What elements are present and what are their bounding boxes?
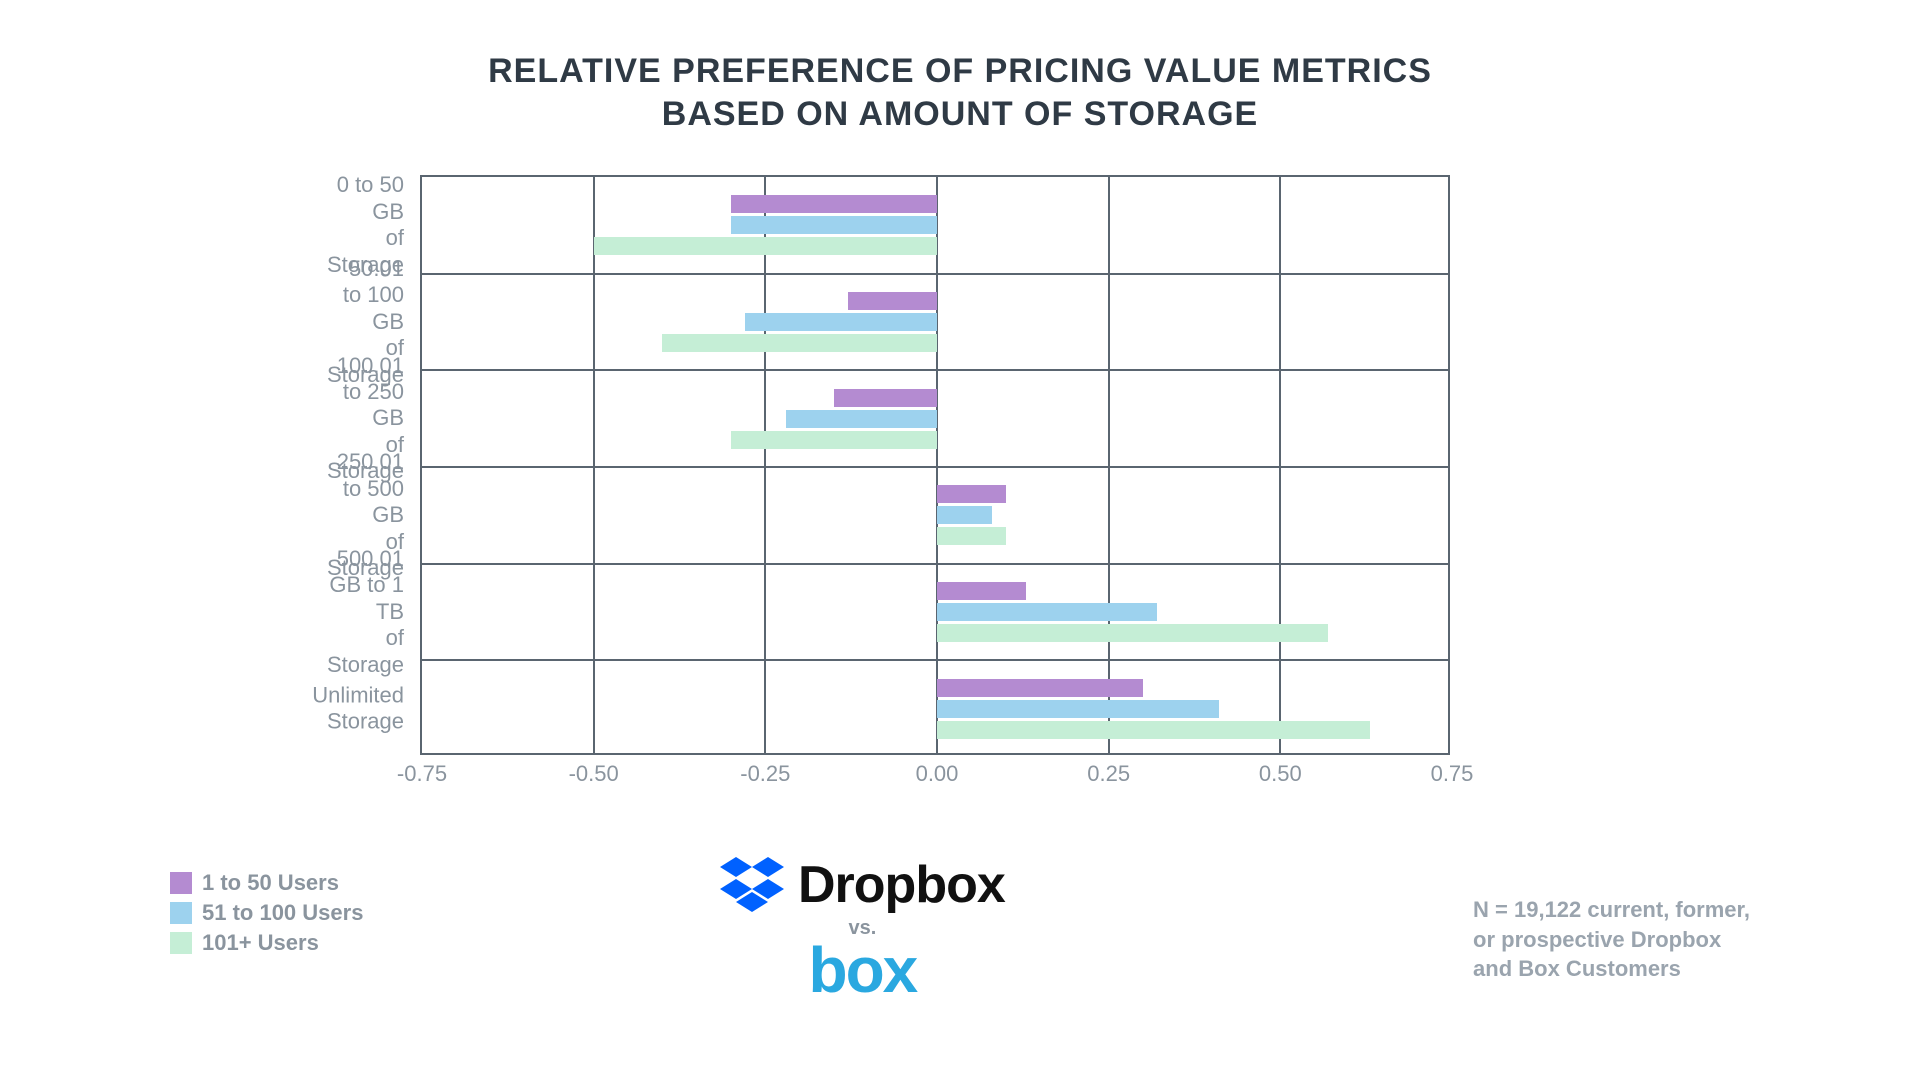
gridline-vertical xyxy=(1279,177,1281,753)
legend-swatch xyxy=(170,902,192,924)
legend-label: 51 to 100 Users xyxy=(202,900,363,926)
legend-label: 1 to 50 Users xyxy=(202,870,339,896)
plot-grid: -0.75-0.50-0.250.000.250.500.750 to 50 G… xyxy=(420,175,1450,755)
legend-item: 1 to 50 Users xyxy=(170,870,363,896)
bar xyxy=(848,292,937,310)
bar xyxy=(937,582,1026,600)
bar xyxy=(937,527,1006,545)
dropbox-icon xyxy=(720,857,784,913)
legend: 1 to 50 Users 51 to 100 Users 101+ Users xyxy=(170,870,363,960)
y-category-label: 500.01 GB to 1 TB of Storage xyxy=(327,546,422,678)
bar xyxy=(937,721,1370,739)
bar xyxy=(834,389,937,407)
bar xyxy=(937,506,992,524)
x-tick-label: 0.75 xyxy=(1431,761,1474,787)
x-tick-label: -0.50 xyxy=(569,761,619,787)
dropbox-label: Dropbox xyxy=(798,855,1005,915)
gridline-horizontal xyxy=(422,466,1448,468)
bar xyxy=(937,624,1328,642)
sample-size-note: N = 19,122 current, former, or prospecti… xyxy=(1473,895,1750,984)
bar xyxy=(731,195,937,213)
bar xyxy=(745,313,937,331)
x-tick-label: 0.50 xyxy=(1259,761,1302,787)
bar xyxy=(937,485,1006,503)
title-line-2: BASED ON AMOUNT OF STORAGE xyxy=(0,93,1920,136)
bar xyxy=(731,431,937,449)
x-tick-label: -0.75 xyxy=(397,761,447,787)
gridline-horizontal xyxy=(422,659,1448,661)
bar xyxy=(662,334,937,352)
bar xyxy=(937,603,1157,621)
box-label: box xyxy=(720,942,1005,1000)
legend-item: 51 to 100 Users xyxy=(170,900,363,926)
gridline-vertical xyxy=(764,177,766,753)
gridline-horizontal xyxy=(422,273,1448,275)
x-tick-label: 0.00 xyxy=(916,761,959,787)
title-line-1: RELATIVE PREFERENCE OF PRICING VALUE MET… xyxy=(0,50,1920,93)
x-tick-label: -0.25 xyxy=(740,761,790,787)
x-tick-label: 0.25 xyxy=(1087,761,1130,787)
gridline-vertical xyxy=(936,177,938,753)
bar xyxy=(731,216,937,234)
gridline-horizontal xyxy=(422,369,1448,371)
bar xyxy=(786,410,937,428)
chart-title: RELATIVE PREFERENCE OF PRICING VALUE MET… xyxy=(0,0,1920,135)
legend-swatch xyxy=(170,872,192,894)
bar xyxy=(937,700,1219,718)
legend-swatch xyxy=(170,932,192,954)
gridline-vertical xyxy=(1108,177,1110,753)
gridline-horizontal xyxy=(422,563,1448,565)
bar xyxy=(937,679,1143,697)
legend-label: 101+ Users xyxy=(202,930,319,956)
bar xyxy=(594,237,937,255)
legend-item: 101+ Users xyxy=(170,930,363,956)
brand-comparison: Dropbox vs. box xyxy=(720,855,1005,1000)
y-category-label: Unlimited Storage xyxy=(312,682,422,735)
gridline-vertical xyxy=(593,177,595,753)
chart-area: -0.75-0.50-0.250.000.250.500.750 to 50 G… xyxy=(420,175,1450,755)
